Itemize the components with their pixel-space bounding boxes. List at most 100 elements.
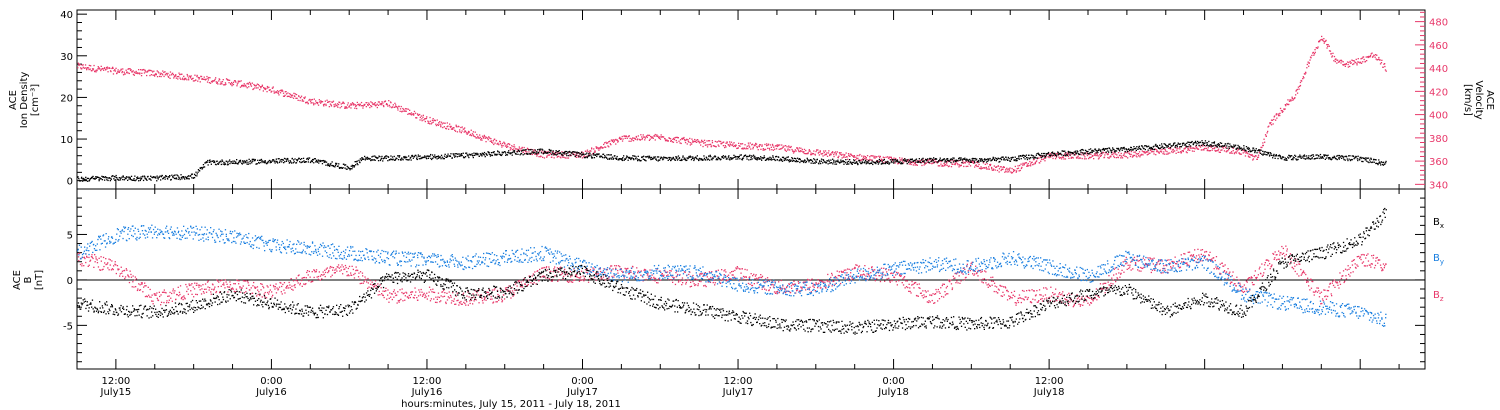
velocity-point — [498, 144, 500, 146]
density-point — [475, 154, 477, 156]
density-point — [670, 159, 672, 161]
velocity-point — [1312, 51, 1314, 54]
density-point — [804, 159, 806, 162]
density-point — [534, 152, 536, 154]
density-point — [882, 162, 884, 165]
velocity-point — [441, 123, 443, 125]
velocity-point — [915, 164, 917, 166]
density-point — [1165, 145, 1168, 147]
density-point — [820, 162, 822, 165]
density-point — [1252, 147, 1255, 149]
density-point — [80, 177, 83, 179]
density-point — [659, 159, 661, 161]
density-point — [974, 162, 976, 164]
velocity-point — [1063, 158, 1065, 160]
velocity-point — [282, 92, 285, 94]
bz-point — [225, 281, 227, 283]
density-point — [482, 153, 485, 155]
density-point — [1279, 156, 1282, 158]
velocity-point — [1190, 146, 1192, 148]
velocity-point — [106, 66, 108, 69]
velocity-point — [454, 130, 457, 132]
velocity-point — [996, 169, 999, 172]
velocity-point — [341, 102, 344, 104]
velocity-point — [1159, 150, 1161, 153]
velocity-point — [817, 152, 819, 154]
density-point — [350, 168, 352, 170]
density-point — [381, 157, 383, 159]
velocity-point — [285, 93, 288, 95]
density-point — [1081, 152, 1084, 154]
density-point — [135, 179, 137, 181]
velocity-point — [217, 83, 219, 85]
velocity-tick-label: 420 — [1429, 87, 1448, 98]
density-point — [371, 156, 373, 158]
density-point — [386, 155, 388, 157]
velocity-point — [767, 144, 769, 146]
bz-point — [151, 300, 153, 302]
velocity-point — [380, 102, 382, 105]
density-point — [1021, 154, 1024, 157]
velocity-point — [103, 67, 105, 70]
velocity-point — [1169, 148, 1171, 150]
velocity-point — [126, 71, 128, 73]
bz-point — [135, 286, 137, 288]
velocity-point — [1133, 151, 1135, 153]
bz-point — [124, 277, 126, 280]
density-point — [403, 157, 405, 159]
density-point — [748, 159, 750, 161]
density-point — [1203, 142, 1206, 144]
velocity-point — [989, 164, 991, 167]
velocity-point — [1249, 156, 1251, 158]
density-point — [769, 156, 771, 158]
velocity-point — [1123, 153, 1125, 155]
velocity-point — [982, 167, 985, 169]
velocity-point — [1295, 90, 1297, 92]
velocity-point — [472, 131, 474, 133]
density-point — [264, 161, 267, 163]
velocity-point — [1030, 165, 1032, 167]
velocity-point — [1059, 157, 1062, 159]
density-point — [208, 161, 210, 163]
velocity-point — [499, 141, 501, 143]
density-point — [332, 165, 334, 167]
velocity-point — [850, 154, 853, 156]
density-point — [899, 161, 901, 163]
density-point — [619, 158, 621, 160]
density-point — [327, 164, 329, 167]
density-point — [1163, 143, 1165, 145]
density-point — [415, 154, 417, 157]
density-point — [438, 156, 440, 158]
density-point — [258, 162, 260, 164]
density-point — [879, 160, 882, 162]
velocity-point — [159, 73, 161, 76]
velocity-point — [1203, 149, 1205, 151]
velocity-point — [176, 76, 179, 78]
velocity-point — [1351, 59, 1353, 61]
velocity-point — [1359, 62, 1361, 64]
density-point — [864, 161, 866, 163]
bz-point — [89, 260, 91, 262]
velocity-point — [280, 89, 282, 91]
density-point — [550, 151, 552, 153]
velocity-point — [228, 79, 231, 81]
velocity-point — [618, 137, 620, 139]
density-point — [215, 164, 217, 166]
density-point — [1043, 155, 1045, 157]
velocity-point — [671, 141, 673, 143]
density-point — [608, 157, 610, 160]
density-point — [447, 153, 449, 155]
velocity-point — [538, 150, 541, 152]
density-point — [244, 161, 246, 163]
density-point — [1332, 157, 1335, 159]
density-point — [88, 179, 91, 182]
velocity-point — [601, 147, 603, 149]
density-point — [1330, 159, 1332, 161]
density-point — [570, 154, 572, 156]
density-point — [745, 156, 748, 158]
density-point — [1262, 150, 1264, 152]
velocity-point — [977, 162, 979, 164]
density-point — [1243, 145, 1245, 147]
density-point — [1189, 142, 1191, 144]
density-point — [247, 163, 249, 165]
